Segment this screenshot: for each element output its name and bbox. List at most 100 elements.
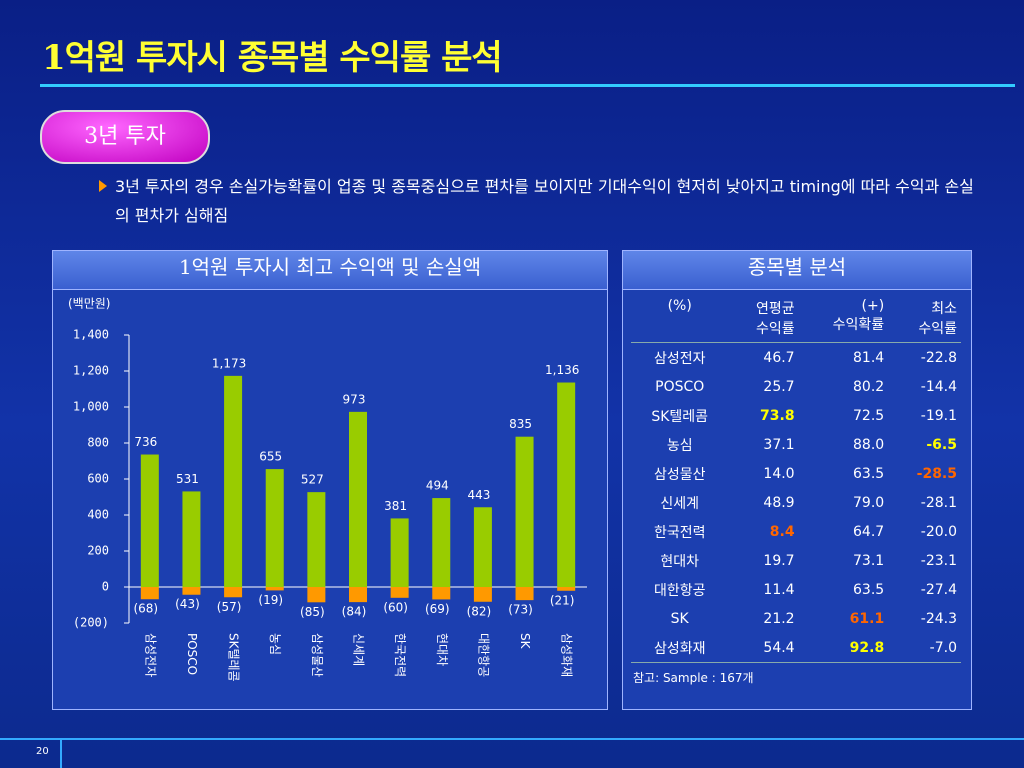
x-tick-label: 신세계 (352, 633, 366, 666)
x-tick-label: 대한항공 (476, 633, 490, 677)
value-label: 835 (509, 417, 532, 431)
cell: 삼성전자 (653, 350, 706, 367)
y-tick-label: 1,200 (73, 364, 109, 378)
row: 삼성화재 54.4 92.8 -7.0 (631, 633, 961, 663)
cell: -28.1 (920, 494, 957, 511)
row: 삼성물산 14.0 63.5 -28.5 (631, 459, 961, 488)
value-label: (73) (508, 603, 533, 617)
cell: 72.5 (853, 407, 885, 424)
cell: 63.5 (853, 465, 885, 482)
cell: 8.4 (769, 523, 795, 540)
bar (140, 587, 159, 600)
bar (349, 411, 367, 587)
value-label: (21) (550, 593, 575, 607)
cell: 11.4 (763, 581, 795, 598)
bar (265, 469, 284, 587)
bar (515, 436, 534, 587)
value-label: (60) (383, 600, 408, 614)
cell: 25.7 (763, 378, 795, 395)
cell: 현대차 (660, 553, 700, 570)
row: POSCO 25.7 80.2 -14.4 (631, 372, 961, 401)
y-tick-label: 1,400 (73, 328, 109, 342)
cell: 92.8 (798, 633, 889, 663)
bar (432, 587, 451, 600)
cell: 73.8 (760, 407, 795, 424)
bullet: 3년 투자의 경우 손실가능확률이 업종 및 종목중심으로 편차를 보이지만 기… (99, 172, 985, 230)
bar (307, 492, 326, 587)
y-tick-label: 600 (87, 472, 109, 486)
cell: 73.1 (853, 552, 885, 569)
row: 한국전력 8.4 64.7 -20.0 (631, 517, 961, 546)
cell: 대한항공 (653, 582, 706, 599)
cell: 79.0 (853, 494, 885, 511)
row: 신세계 48.9 79.0 -28.1 (631, 488, 961, 517)
x-tick-label: SK텔레콤 (227, 633, 241, 682)
bar (224, 587, 243, 598)
cell: -19.1 (920, 407, 957, 424)
row: 현대차 19.7 73.1 -23.1 (631, 546, 961, 575)
x-tick-label: 농심 (268, 633, 282, 655)
value-label: 381 (384, 499, 407, 513)
chart: (백만원) (200) 0 200 400 600 800 1,000 1,200 1,400 7… (68, 297, 587, 682)
cell: 연평균 수익률 (728, 294, 799, 343)
cell: 81.4 (853, 349, 885, 366)
value-label: 1,173 (212, 356, 246, 370)
x-tick-label: 삼성화재 (560, 633, 574, 677)
cell: -6.5 (926, 436, 957, 453)
y-tick-label: (200) (73, 616, 109, 630)
x-tick-label: 현대차 (435, 633, 449, 666)
value-label: (68) (133, 602, 158, 616)
cell: (+) 수익확률 (798, 294, 889, 343)
cell: 21.2 (763, 610, 795, 627)
bar (307, 587, 326, 603)
value-label: (84) (342, 605, 367, 619)
value-label: (57) (217, 600, 242, 614)
row: 농심 37.1 88.0 -6.5 (631, 430, 961, 459)
value-label: 494 (426, 479, 449, 493)
cell: 신세계 (660, 495, 700, 512)
bar (140, 454, 159, 587)
footer-rule (0, 738, 1024, 740)
cell: SK (670, 610, 689, 627)
table-panel: 종목별 분석 (%) 연평균 수익률 (+) 수익확률 최소 수익률 삼성전자 46.7 8… (622, 250, 972, 710)
value-label: (43) (175, 597, 200, 611)
cell: -22.8 (920, 349, 957, 366)
cell: 48.9 (763, 494, 795, 511)
y-tick-label: 400 (87, 508, 109, 522)
cell: -28.5 (916, 465, 957, 482)
cell: 19.7 (763, 552, 795, 569)
bar (182, 587, 201, 595)
cell: 삼성화재 (631, 633, 729, 663)
y-tick-label: 1,000 (73, 400, 109, 414)
cell: -7.0 (888, 633, 961, 663)
cell: -20.0 (920, 523, 957, 540)
badge: 3년 투자 (40, 110, 210, 164)
cell: 37.1 (763, 436, 795, 453)
chart-panel: 1억원 투자시 최고 수익액 및 손실액 (백만원) (200) 0 200 400 6… (52, 250, 608, 710)
row: 대한항공 11.4 63.5 -27.4 (631, 575, 961, 604)
bar (390, 518, 409, 587)
page-number: 20 (36, 746, 49, 757)
bar (182, 491, 201, 587)
cell: -27.4 (920, 581, 957, 598)
value-label: (85) (300, 605, 325, 619)
value-label: 736 (134, 435, 157, 449)
value-label: 443 (467, 488, 490, 502)
y-tick-label: 800 (87, 436, 109, 450)
x-tick-label: SK (518, 633, 532, 650)
chart-title: 1억원 투자시 최고 수익액 및 손실액 (53, 251, 607, 290)
x-tick-label: POSCO (185, 633, 199, 675)
title: 1억원 투자시 종목별 수익률 분석 (42, 38, 503, 78)
cell: 61.1 (849, 610, 885, 627)
value-label: 973 (343, 392, 366, 406)
x-tick-label: 한국전력 (393, 633, 407, 677)
cell: 삼성물산 (653, 466, 706, 483)
cell: POSCO (655, 378, 705, 395)
value-label: (82) (467, 604, 492, 618)
bar (557, 382, 576, 587)
unit: (백만원) (68, 297, 110, 311)
cell: -24.3 (920, 610, 957, 627)
cell: 최소 수익률 (888, 294, 961, 343)
cell: 농심 (666, 437, 693, 454)
